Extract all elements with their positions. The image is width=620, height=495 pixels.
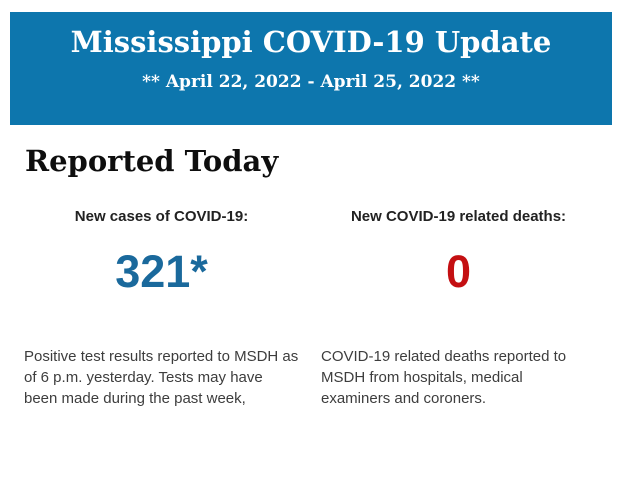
stats-row: New cases of COVID-19: 321* Positive tes… — [0, 209, 620, 409]
new-cases-label: New cases of COVID-19: — [74, 208, 249, 226]
new-deaths-label: New COVID-19 related deaths: — [350, 208, 567, 226]
new-cases-value: 321* — [115, 245, 208, 297]
banner-title: Mississippi COVID-19 Update — [70, 25, 552, 59]
new-deaths-value: 0 — [445, 245, 472, 297]
new-cases-description: Positive test results reported to MSDH a… — [24, 347, 299, 407]
section-title: Reported Today — [25, 144, 279, 178]
banner-date-range: ** April 22, 2022 - April 25, 2022 ** — [142, 72, 480, 93]
stat-new-deaths: New COVID-19 related deaths: 0 COVID-19 … — [321, 209, 596, 409]
page: Mississippi COVID-19 Update ** April 22,… — [0, 12, 620, 409]
header-banner: Mississippi COVID-19 Update ** April 22,… — [10, 12, 612, 125]
stat-new-cases: New cases of COVID-19: 321* Positive tes… — [24, 209, 299, 409]
new-deaths-description: COVID-19 related deaths reported to MSDH… — [321, 347, 567, 407]
